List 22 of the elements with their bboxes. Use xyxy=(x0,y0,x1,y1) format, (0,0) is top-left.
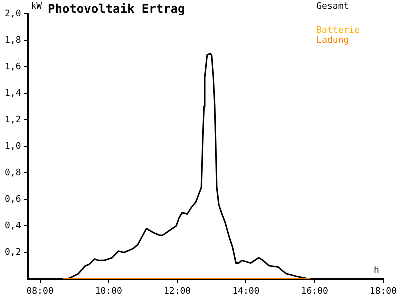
x-axis-title: h xyxy=(374,266,380,276)
x-tick-label: 12:00 xyxy=(164,286,192,297)
chart-title: Photovoltaik Ertrag xyxy=(48,2,186,16)
y-tick-label: 1,6 xyxy=(4,62,22,72)
legend-label: Batterie xyxy=(316,26,360,36)
y-tick-label: 0,2 xyxy=(4,248,22,258)
y-tick-label: 1,2 xyxy=(4,115,22,126)
y-tick-label: 1,8 xyxy=(4,36,22,46)
y-tick-label: 1,0 xyxy=(4,142,22,152)
x-tick-label: 08:00 xyxy=(26,286,54,297)
text: Ladung xyxy=(316,36,350,46)
x-tick-label: 18:00 xyxy=(370,286,397,297)
y-tick-label: 0,8 xyxy=(4,168,22,178)
text: Gesamt xyxy=(316,2,350,12)
y-tick-label: 0,6 xyxy=(4,194,22,205)
y-axis-title: kW xyxy=(31,2,43,12)
y-tick-label: 2,0 xyxy=(4,9,22,20)
x-tick-label: 14:00 xyxy=(232,286,260,297)
y-tick-label: 1,4 xyxy=(4,88,22,99)
x-tick-label: 10:00 xyxy=(95,286,122,297)
x-tick-label: 16:00 xyxy=(301,286,328,297)
y-tick-label: 0,4 xyxy=(4,222,22,232)
